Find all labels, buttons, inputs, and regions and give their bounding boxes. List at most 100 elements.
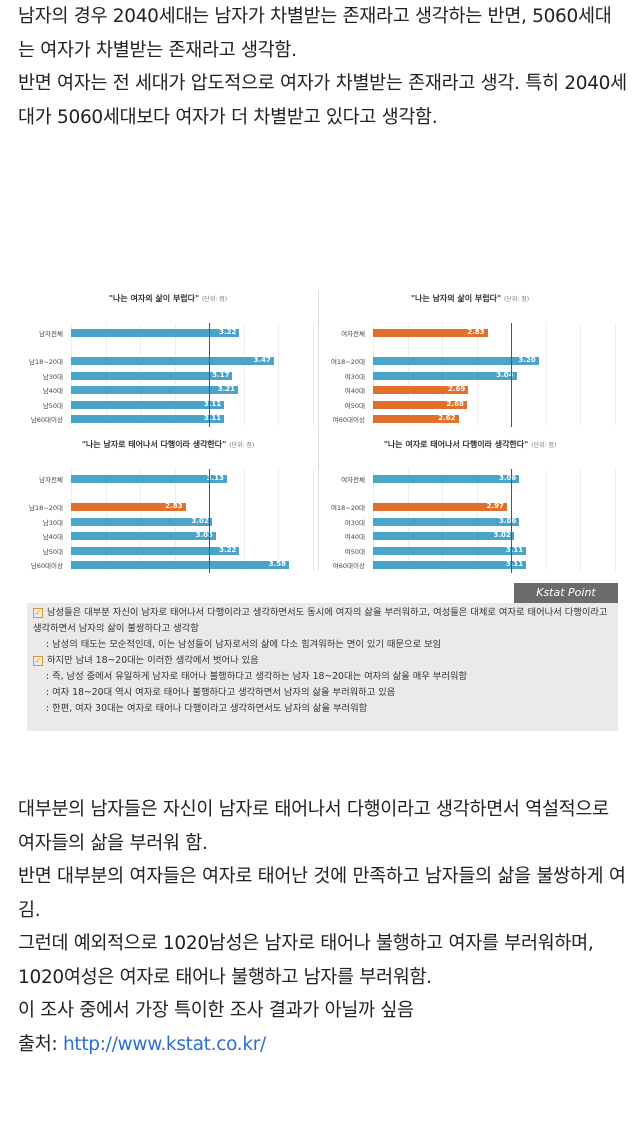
bar: 3.06 <box>373 474 520 483</box>
reference-line <box>209 323 210 427</box>
bar: 3.11 <box>373 560 527 569</box>
bar: 3.17 <box>71 371 233 380</box>
kstat-point-line: : 즉, 남성 중에서 유일하게 남자로 태어나 불행하다고 생각하는 남자 1… <box>33 669 612 685</box>
conclusion-text: 대부분의 남자들은 자신이 남자로 태어나서 다행이라고 생각하면서 역설적으로… <box>18 793 628 1061</box>
kstat-point-line: : 한편, 여자 30대는 여자로 태어나 다행이라고 생각하면서도 남자의 삶… <box>33 701 612 717</box>
bar: 3.21 <box>71 385 238 394</box>
gridline <box>614 469 616 571</box>
divider <box>318 290 319 570</box>
data-label: 3.21 <box>217 385 235 393</box>
kstat-point-text: 남성들은 대부분 자신이 남자로 태어나서 다행이라고 생각하면서도 동시에 여… <box>33 607 608 634</box>
category-label: 여18~20대 <box>331 358 365 366</box>
chart-title: "나는 남자로 태어나서 다행이라 생각한다" (단위: 점) <box>81 440 255 449</box>
data-label: 3.11 <box>203 414 222 422</box>
bar: 2.62 <box>373 414 459 423</box>
data-label: 3.11 <box>505 546 524 554</box>
source-link[interactable]: http://www.kstat.co.kr/ <box>62 1033 266 1055</box>
category-label: 여40대 <box>344 533 365 541</box>
bar: 2.97 <box>373 502 507 511</box>
data-label: 2.83 <box>165 502 183 510</box>
kstat-point-text: : 남성의 태도는 모순적인데, 이는 남성들이 남자로서의 삶에 다소 힘겨워… <box>46 639 442 650</box>
data-label: 3.11 <box>505 560 524 568</box>
data-label: 3.04 <box>496 371 514 379</box>
data-label: 3.06 <box>498 474 517 482</box>
paragraph: 반면 여자는 전 세대가 압도적으로 여자가 차별받는 존재라고 생각. 특히 … <box>18 73 627 128</box>
chart-unit: (단위: 점) <box>503 296 530 303</box>
paragraph: 대부분의 남자들은 자신이 남자로 태어나서 다행이라고 생각하면서 역설적으로… <box>18 799 609 854</box>
bar: 3.22 <box>71 546 240 555</box>
data-label: 3.05 <box>195 531 213 539</box>
source-label: 출처: <box>18 1033 63 1055</box>
gridline <box>312 469 314 571</box>
data-label: 3.11 <box>203 400 222 408</box>
data-label: 3.47 <box>253 356 271 364</box>
category-label: 여50대 <box>344 548 365 556</box>
bar: 3.11 <box>373 546 527 555</box>
bar: 3.04 <box>373 371 517 380</box>
kstat-point-text: : 한편, 여자 30대는 여자로 태어나 다행이라고 생각하면서도 남자의 삶… <box>46 703 368 714</box>
category-label: 여자전체 <box>341 476 365 484</box>
bar-chart: "나는 여자의 삶이 부럽다" (단위: 점) 남자전체 3.22 남18~20대 3.… <box>18 285 318 430</box>
checkbox-icon: ✓ <box>33 655 43 666</box>
kstat-point-line: : 여자 18~20대 역시 여자로 태어나 불행하다고 생각하면서 남자의 삶… <box>33 685 612 701</box>
chart-title: "나는 남자의 삶이 부럽다" (단위: 점) <box>410 294 530 303</box>
bar: 3.47 <box>71 356 274 365</box>
paragraph: 이 조사 중에서 가장 특이한 조사 결과가 아닐까 싶음 <box>18 1000 414 1021</box>
bar: 3.13 <box>71 474 227 483</box>
category-label: 여30대 <box>344 373 365 381</box>
reference-line <box>511 323 512 427</box>
reference-line <box>511 469 512 573</box>
paragraph: 반면 대부분의 여자들은 여자로 태어난 것에 만족하고 남자들의 삶을 불쌍하… <box>18 866 626 921</box>
data-label: 2.97 <box>486 502 504 510</box>
data-label: 3.58 <box>268 560 287 568</box>
bar: 3.22 <box>71 328 240 337</box>
category-label: 남40대 <box>42 387 63 395</box>
category-label: 남40대 <box>42 533 63 541</box>
category-label: 여18~20대 <box>331 504 365 512</box>
data-label: 3.20 <box>518 356 536 364</box>
data-label: 2.83 <box>467 328 485 336</box>
checkbox-icon: ✓ <box>33 607 43 618</box>
category-label: 남자전체 <box>39 476 63 484</box>
bar: 3.11 <box>71 400 225 409</box>
data-label: 2.69 <box>447 385 466 393</box>
chart-unit: (단위: 점) <box>531 442 557 449</box>
gridline <box>545 469 547 571</box>
chart-title: "나는 여자로 태어나서 다행이라 생각한다" (단위: 점) <box>383 440 557 449</box>
category-label: 여60대이상 <box>332 416 365 424</box>
source-line: 출처: http://www.kstat.co.kr/ <box>18 1028 628 1062</box>
paragraph: 그런데 예외적으로 1020남성은 남자로 태어나 불행하고 여자를 부러워하며… <box>18 933 594 988</box>
gridline <box>243 469 245 571</box>
bar: 3.06 <box>373 517 520 526</box>
category-label: 남18~20대 <box>29 358 63 366</box>
category-label: 여30대 <box>344 519 365 527</box>
chart-unit: (단위: 점) <box>229 442 255 449</box>
category-label: 남50대 <box>42 402 63 410</box>
category-label: 여자전체 <box>341 330 365 338</box>
gridline <box>278 323 279 425</box>
bar: 2.68 <box>373 400 467 409</box>
gridline <box>243 323 245 425</box>
data-label: 3.17 <box>212 371 230 379</box>
bar: 2.83 <box>373 328 488 337</box>
data-label: 3.22 <box>219 328 237 336</box>
intro-text: 남자의 경우 2040세대는 남자가 차별받는 존재라고 생각하는 반면, 50… <box>18 0 628 134</box>
category-label: 여60대이상 <box>332 562 365 570</box>
kstat-point-line: ✓ 하지만 남녀 18~20대는 이러한 생각에서 벗어나 있음 <box>33 653 612 669</box>
kstat-point-box: ✓ 남성들은 대부분 자신이 남자로 태어나서 다행이라고 생각하면서도 동시에 … <box>27 603 618 731</box>
reference-line <box>209 469 210 573</box>
category-label: 여50대 <box>344 402 365 410</box>
gridline <box>545 323 547 425</box>
gridline <box>614 323 616 425</box>
bar-chart: "나는 남자로 태어나서 다행이라 생각한다" (단위: 점) 남자전체 3.13 남… <box>18 431 318 576</box>
category-label: 남50대 <box>42 548 63 556</box>
gridline <box>278 469 279 571</box>
category-label: 남18~20대 <box>29 504 63 512</box>
kstat-point-text: 하지만 남녀 18~20대는 이러한 생각에서 벗어나 있음 <box>47 655 259 666</box>
category-label: 남60대이상 <box>30 562 63 570</box>
bar: 3.02 <box>373 531 514 540</box>
bar: 3.58 <box>71 560 290 569</box>
category-label: 남60대이상 <box>30 416 63 424</box>
bar: 3.11 <box>71 414 225 423</box>
gridline <box>312 323 314 425</box>
